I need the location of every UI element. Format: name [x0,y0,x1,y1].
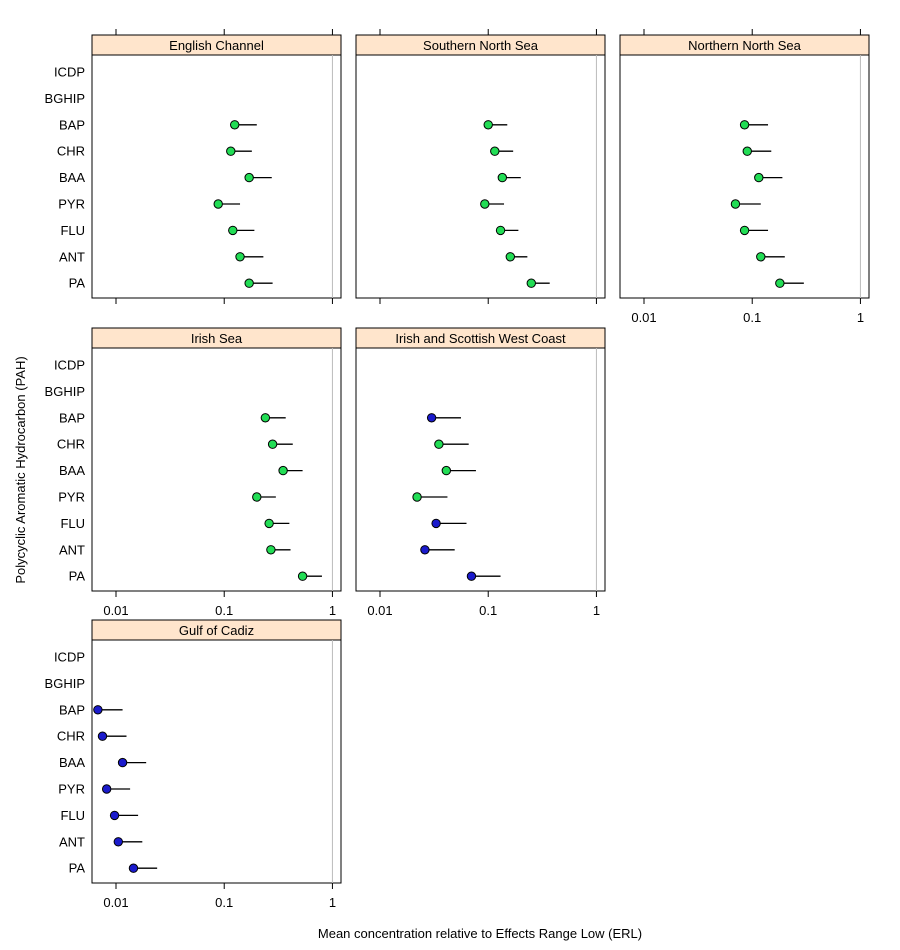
data-point-ant-southern-north-sea [505,252,516,262]
data-point-baa-southern-north-sea [497,172,508,183]
category-label-pyr-english-channel: PYR [58,197,85,212]
data-point-pa-irish-sea [297,571,308,581]
tick-label-irish-and-scottish-west-coast: 0.1 [479,603,497,618]
category-label-icdp-irish-sea: ICDP [54,358,85,373]
data-point-pyr-irish-and-scottish-west-coast [412,492,422,502]
category-label-ant-irish-sea: ANT [59,542,85,557]
category-label-chr-gulf-of-cadiz: CHR [57,729,85,744]
category-label-baa-gulf-of-cadiz: BAA [59,755,85,770]
category-label-baa-english-channel: BAA [59,170,85,185]
panel-frame-northern-north-sea [619,54,870,299]
panel-title-gulf-of-cadiz: Gulf of Cadiz [179,623,254,638]
data-point-chr-gulf-of-cadiz [97,731,108,741]
tick-label-gulf-of-cadiz: 1 [329,895,336,910]
tick-label-gulf-of-cadiz: 0.01 [103,895,128,910]
data-point-pa-northern-north-sea [775,278,785,288]
panel-frame-irish-sea [91,347,342,592]
tick-label-irish-and-scottish-west-coast: 1 [593,603,600,618]
data-point-ant-irish-and-scottish-west-coast [420,545,430,555]
data-point-chr-northern-north-sea [742,146,752,156]
data-point-ant-gulf-of-cadiz [113,837,123,847]
data-point-pyr-northern-north-sea [730,199,741,209]
tick-label-irish-sea: 0.1 [215,603,233,618]
panels-layer: English Channel ICDP BGHIP BAP CHR BAA PYR FLU A… [45,29,870,910]
category-label-bghip-irish-sea: BGHIP [45,384,85,399]
data-point-pa-gulf-of-cadiz [128,863,139,873]
data-point-bap-irish-sea [260,413,271,423]
data-point-flu-northern-north-sea [739,225,750,236]
data-point-baa-irish-and-scottish-west-coast [441,465,452,476]
data-point-pa-irish-and-scottish-west-coast [466,571,477,581]
data-point-pyr-southern-north-sea [480,199,490,209]
category-label-pyr-irish-sea: PYR [58,490,85,505]
category-label-bghip-gulf-of-cadiz: BGHIP [45,676,85,691]
data-point-chr-irish-and-scottish-west-coast [434,439,444,449]
tick-label-northern-north-sea: 0.1 [743,310,761,325]
x-axis-label: Mean concentration relative to Effects R… [318,926,642,941]
data-point-baa-irish-sea [278,465,288,476]
panel-frame-southern-north-sea [355,54,606,299]
category-label-bghip-english-channel: BGHIP [45,91,85,106]
data-point-flu-irish-sea [264,518,274,529]
data-point-chr-southern-north-sea [490,146,500,156]
category-label-pyr-gulf-of-cadiz: PYR [58,782,85,797]
tick-label-irish-and-scottish-west-coast: 0.01 [367,603,392,618]
data-point-bap-northern-north-sea [739,120,750,130]
category-label-bap-irish-sea: BAP [59,410,85,425]
data-point-pa-english-channel [244,278,254,288]
data-point-flu-gulf-of-cadiz [109,810,120,821]
tick-label-northern-north-sea: 1 [857,310,864,325]
category-label-baa-irish-sea: BAA [59,463,85,478]
data-point-bap-irish-and-scottish-west-coast [426,413,437,423]
category-label-pa-irish-sea: PA [69,569,86,584]
data-point-baa-northern-north-sea [754,172,764,183]
data-point-baa-gulf-of-cadiz [117,757,128,768]
tick-label-irish-sea: 1 [329,603,336,618]
data-point-chr-irish-sea [267,439,278,449]
panel-title-irish-and-scottish-west-coast: Irish and Scottish West Coast [395,331,566,346]
data-point-ant-northern-north-sea [756,252,766,262]
tick-label-irish-sea: 0.01 [103,603,128,618]
panel-frame-english-channel [91,54,342,299]
category-label-ant-gulf-of-cadiz: ANT [59,834,85,849]
data-point-ant-irish-sea [266,545,276,555]
panel-title-southern-north-sea: Southern North Sea [423,38,539,53]
category-label-pa-english-channel: PA [69,276,86,291]
data-point-flu-english-channel [228,225,238,236]
category-label-bap-english-channel: BAP [59,117,85,132]
category-label-icdp-gulf-of-cadiz: ICDP [54,650,85,665]
y-axis-label: Polycyclic Aromatic Hydrocarbon (PAH) [13,356,28,583]
panel-title-irish-sea: Irish Sea [191,331,243,346]
data-point-pa-southern-north-sea [526,278,536,288]
panel-title-english-channel: English Channel [169,38,264,53]
panel-frame-irish-and-scottish-west-coast [355,347,606,592]
data-point-pyr-irish-sea [252,492,262,502]
data-point-pyr-gulf-of-cadiz [101,784,112,794]
category-label-flu-gulf-of-cadiz: FLU [60,808,85,823]
tick-label-northern-north-sea: 0.01 [631,310,656,325]
data-point-pyr-english-channel [213,199,223,209]
category-label-pa-gulf-of-cadiz: PA [69,861,86,876]
data-point-chr-english-channel [226,146,236,156]
data-point-bap-gulf-of-cadiz [93,705,103,715]
panel-frame-gulf-of-cadiz [91,639,342,884]
tick-label-gulf-of-cadiz: 0.1 [215,895,233,910]
data-point-bap-english-channel [230,120,240,130]
category-label-flu-irish-sea: FLU [60,516,85,531]
category-label-icdp-english-channel: ICDP [54,65,85,80]
data-point-baa-english-channel [244,172,254,183]
category-label-chr-english-channel: CHR [57,144,85,159]
data-point-ant-english-channel [235,252,245,262]
data-point-flu-southern-north-sea [495,225,506,236]
category-label-chr-irish-sea: CHR [57,437,85,452]
category-label-flu-english-channel: FLU [60,223,85,238]
category-label-bap-gulf-of-cadiz: BAP [59,702,85,717]
category-label-ant-english-channel: ANT [59,249,85,264]
data-point-flu-irish-and-scottish-west-coast [431,518,441,529]
panel-title-northern-north-sea: Northern North Sea [688,38,801,53]
data-point-bap-southern-north-sea [483,120,493,130]
